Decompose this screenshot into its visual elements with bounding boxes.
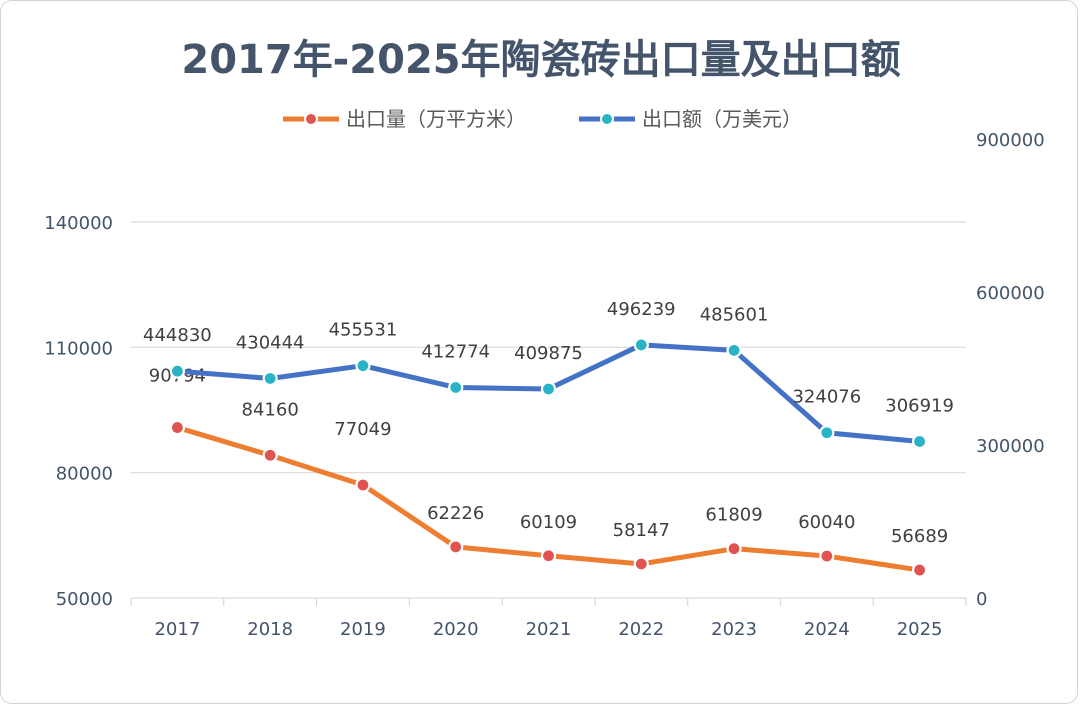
data-point: [355, 358, 371, 374]
legend-marker-export-volume: [304, 112, 318, 126]
data-point: [262, 447, 278, 463]
data-label: 56689: [891, 526, 948, 547]
y-axis-right: 0 300000 600000 900000: [976, 130, 1045, 610]
data-point: [169, 419, 185, 436]
data-label: 324076: [792, 387, 861, 408]
data-label: 444830: [143, 325, 212, 346]
chart-title: 2017年-2025年陶瓷砖出口量及出口额: [181, 37, 900, 83]
x-tick-label: 2025: [897, 619, 943, 640]
data-label: 61809: [705, 505, 762, 526]
data-label: 60109: [520, 512, 577, 533]
data-label: 485601: [700, 304, 769, 325]
x-tick-label: 2022: [618, 619, 664, 640]
data-point: [819, 425, 835, 441]
data-point: [262, 370, 278, 387]
data-label: 496239: [607, 299, 676, 320]
data-label: 60040: [798, 512, 855, 533]
y-right-tick-label: 0: [976, 589, 987, 610]
data-point: [912, 433, 928, 450]
data-point: [448, 379, 464, 396]
data-point: [633, 556, 649, 572]
data-label: 455531: [329, 320, 398, 341]
data-point: [912, 562, 928, 578]
data-label: 84160: [242, 399, 299, 420]
y-left-tick-label: 80000: [56, 464, 113, 485]
data-point: [819, 548, 835, 564]
gridlines: [131, 221, 966, 599]
legend-item-export-volume: 出口量（万平方米）: [283, 107, 526, 131]
data-label: 62226: [427, 503, 484, 524]
x-tick-label: 2024: [804, 619, 850, 640]
y-left-tick-label: 110000: [44, 338, 113, 359]
legend: 出口量（万平方米） 出口额（万美元）: [283, 107, 802, 131]
data-label: 412774: [421, 341, 490, 362]
x-tick-label: 2021: [526, 619, 572, 640]
data-label: 77049: [334, 419, 391, 440]
data-point: [448, 539, 464, 555]
data-point: [540, 548, 557, 564]
data-point: [355, 477, 371, 493]
data-point: [540, 381, 557, 397]
y-right-tick-label: 600000: [976, 283, 1045, 304]
y-axis-left: 50000 80000 110000 140000: [44, 213, 113, 610]
data-label: 306919: [885, 395, 954, 416]
x-tick-label: 2017: [154, 619, 200, 640]
y-right-tick-label: 900000: [976, 130, 1045, 151]
legend-marker-export-value: [600, 112, 614, 126]
data-point: [726, 541, 742, 557]
x-tick-label: 2020: [433, 619, 479, 640]
y-left-tick-label: 140000: [44, 213, 113, 234]
x-tick-label: 2018: [247, 619, 293, 640]
y-left-tick-label: 50000: [56, 589, 113, 610]
legend-label-export-volume: 出口量（万平方米）: [346, 107, 526, 131]
legend-label-export-value: 出口额（万美元）: [642, 107, 802, 131]
data-label: 430444: [236, 332, 305, 353]
y-right-tick-label: 300000: [976, 436, 1045, 457]
data-point: [169, 363, 185, 379]
data-point: [726, 342, 742, 358]
data-label: 58147: [613, 520, 670, 541]
x-axis: 2017 2018 2019 2020 2021 2022 2023 2024 2025: [130, 598, 967, 640]
series-layer: 9079484160770496222660109581476180960040…: [143, 299, 954, 578]
series-export-value: 444830 430444 455531 412774 409875 496239 4856…: [143, 299, 954, 450]
legend-item-export-value: 出口额（万美元）: [579, 107, 802, 131]
x-tick-label: 2023: [711, 619, 757, 640]
data-point: [633, 337, 649, 353]
data-label: 409875: [514, 343, 583, 364]
x-tick-label: 2019: [340, 619, 386, 640]
